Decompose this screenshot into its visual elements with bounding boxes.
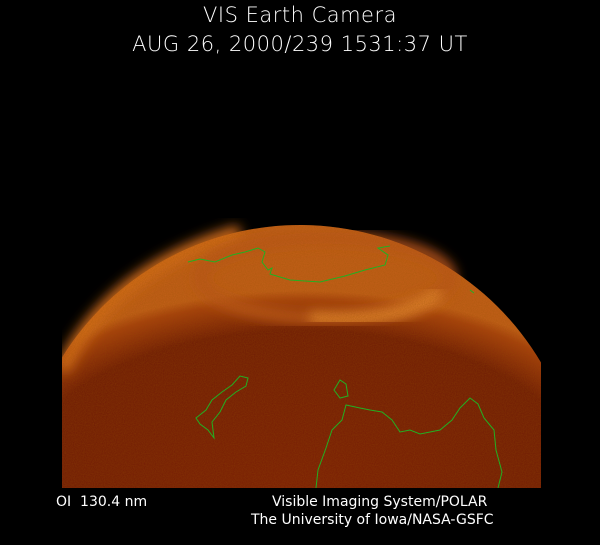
coastlines: [187, 245, 503, 488]
credit-label: The University of Iowa/NASA-GSFC: [251, 512, 494, 528]
image-timestamp: AUG 26, 2000/239 1531:37 UT: [132, 32, 468, 56]
image-title: VIS Earth Camera: [203, 3, 397, 27]
disk-noise-texture: [62, 225, 541, 488]
wavelength-label: OI 130.4 nm: [56, 494, 148, 510]
instrument-label: Visible Imaging System/POLAR: [272, 494, 488, 510]
